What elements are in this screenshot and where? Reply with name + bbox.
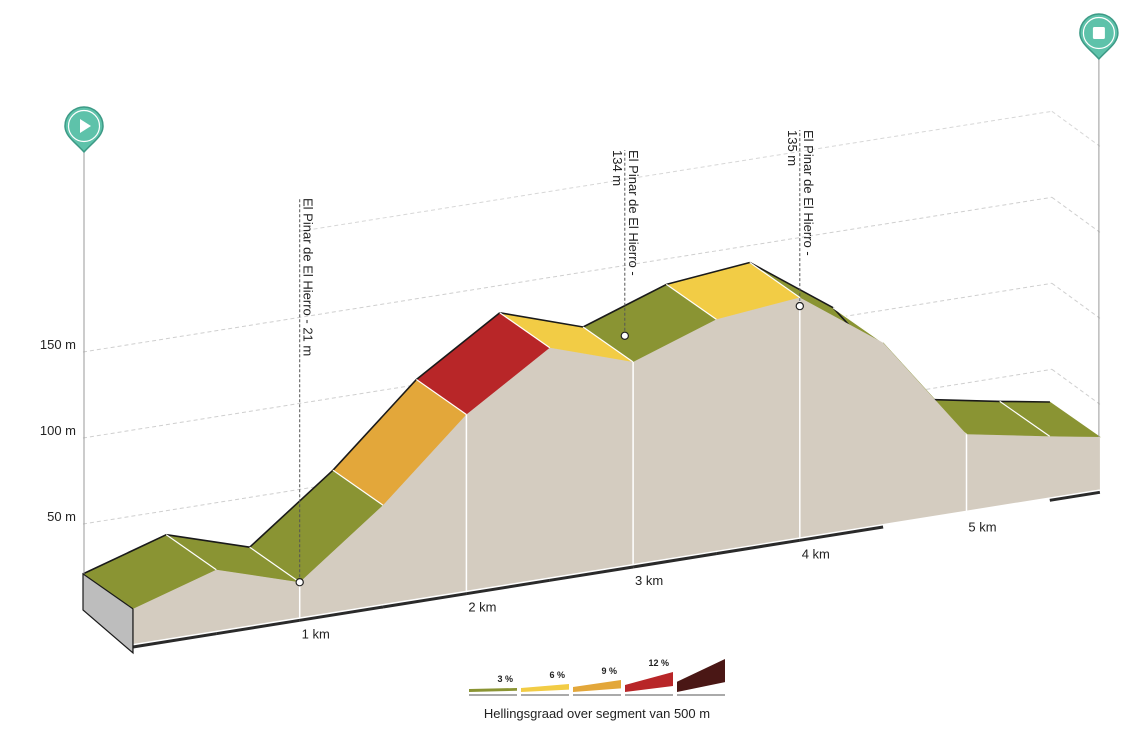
- gridline-end: [1051, 110, 1101, 147]
- y-tick-label: 150 m: [40, 337, 76, 352]
- legend-swatch: [469, 688, 517, 692]
- surface-back-edge: [166, 533, 250, 548]
- legend-swatch: [521, 684, 569, 692]
- y-tick-label: 50 m: [47, 509, 76, 524]
- surface-segment-divider: [249, 546, 301, 583]
- y-axis-labels: 50 m 100 m 150 m: [40, 337, 76, 524]
- surface-back-edge: [749, 261, 834, 309]
- baseline-bar: [299, 605, 384, 622]
- stop-icon: [1092, 27, 1105, 39]
- baseline-bar: [632, 552, 717, 569]
- profile-front-face: [132, 297, 1101, 653]
- gridline-end: [1051, 196, 1101, 233]
- legend-swatch: [573, 680, 621, 692]
- baseline-bar: [1049, 490, 1101, 502]
- gridline: [82, 196, 1052, 353]
- waypoint-label-group: El Pinar de El Hierro - 21 m: [301, 198, 316, 356]
- legend-title: Hellingsgraad over segment van 500 m: [484, 706, 710, 721]
- waypoint-elevation: 135 m: [785, 130, 800, 166]
- surface-segment-divider: [832, 307, 884, 344]
- km-ticks: 1 km 2 km 3 km 4 km 5 km: [298, 297, 997, 641]
- baseline-bar: [216, 618, 300, 636]
- start-marker: [64, 106, 104, 154]
- play-icon: [80, 119, 91, 133]
- baseline-bar: [382, 592, 467, 609]
- surface-segment-divider: [416, 379, 467, 415]
- surface-segment-divider: [165, 534, 217, 571]
- surface-segment-divider: [332, 469, 384, 506]
- surface-segment-divider: [582, 326, 634, 363]
- km-tick-label: 3 km: [635, 573, 663, 588]
- surface-segment-divider: [499, 312, 551, 349]
- legend-label: 3 %: [497, 674, 513, 684]
- marker-ring: [1082, 16, 1116, 50]
- baseline: [132, 489, 1101, 646]
- baseline-bar: [132, 632, 217, 649]
- waypoint-label: El Pinar de El Hierro -: [626, 150, 641, 276]
- surface-back-edge: [499, 312, 584, 328]
- finish-marker: [1079, 13, 1119, 61]
- baseline-bar: [716, 538, 801, 556]
- km-tick-label: 1 km: [302, 626, 330, 641]
- legend-swatch: [625, 672, 673, 692]
- gridline: [299, 110, 1052, 232]
- baseline-bar: [799, 525, 884, 542]
- km-tick-label: 5 km: [968, 520, 996, 535]
- legend-label: 12 %: [648, 658, 669, 668]
- surface-back-edge: [332, 378, 417, 471]
- surface-back-edge: [415, 312, 501, 381]
- surface-back-edge: [249, 469, 334, 548]
- front-area: [133, 297, 1100, 645]
- marker-ring: [67, 109, 101, 143]
- surface-segment-divider: [666, 283, 717, 320]
- surface-segment-divider: [999, 400, 1051, 437]
- surface-back-edge: [82, 533, 167, 575]
- baseline-bar: [466, 578, 551, 596]
- waypoint-dot: [620, 331, 630, 340]
- gridline-end: [1051, 282, 1101, 319]
- start-finish-markers: [64, 13, 1119, 574]
- surface-back-edge: [666, 261, 751, 286]
- surface-segment-divider: [749, 262, 801, 298]
- waypoint-label: El Pinar de El Hierro -: [801, 130, 816, 256]
- waypoint-label: El Pinar de El Hierro - 21 m: [301, 198, 316, 356]
- waypoints: El Pinar de El Hierro - 21 m El Pinar de …: [295, 130, 816, 587]
- baseline-bar: [549, 565, 634, 582]
- grade-legend: Hellingsgraad over segment van 500 m 3 %…: [469, 658, 725, 721]
- waypoint-dot: [295, 578, 304, 587]
- legend-swatch: [677, 659, 725, 692]
- km-tick-label: 4 km: [802, 546, 830, 561]
- y-tick-label: 100 m: [40, 423, 76, 438]
- waypoint-label-group: El Pinar de El Hierro -134 m: [610, 150, 641, 276]
- legend-label: 9 %: [601, 666, 617, 676]
- km-tick-label: 2 km: [468, 600, 496, 615]
- waypoint-elevation: 134 m: [610, 150, 625, 186]
- waypoint-label-group: El Pinar de El Hierro -135 m: [785, 130, 816, 256]
- legend-label: 6 %: [549, 670, 565, 680]
- surface-back-edge: [999, 400, 1050, 403]
- gridline-end: [1051, 368, 1101, 405]
- waypoint-dot: [795, 301, 805, 311]
